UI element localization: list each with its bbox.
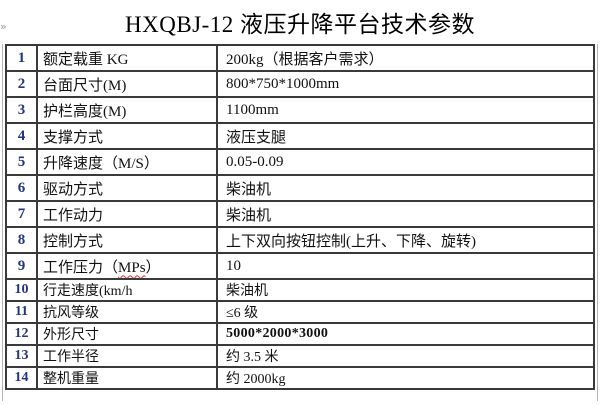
spec-name-cell: 额定载重 KG: [36, 44, 218, 72]
spec-value-cell: 柴油机: [216, 200, 595, 228]
table-row: 1 额定载重 KG 200kg（根据客户需求）: [5, 44, 595, 72]
spec-value-cell: 柴油机: [216, 174, 595, 202]
row-number-cell: 7: [5, 200, 38, 228]
row-number-cell: 13: [5, 344, 38, 368]
spec-value-cell: 约 3.5 米: [216, 344, 595, 368]
spec-name-cell: 工作半径: [36, 344, 218, 368]
spec-name-cell: 支撑方式: [36, 122, 218, 150]
table-row: 14 整机重量 约 2000kg: [5, 366, 595, 390]
row-number-cell: 3: [5, 96, 38, 124]
table-row: 9 工作压力（MPs） 10: [5, 252, 595, 280]
table-row: 7 工作动力 柴油机: [5, 200, 595, 228]
table-outer-right-line: [597, 44, 598, 401]
spec-name-cell: 控制方式: [36, 226, 218, 254]
row-number-cell: 9: [5, 252, 38, 280]
spec-table: 1 额定载重 KG 200kg（根据客户需求） 2 台面尺寸(M) 800*75…: [5, 44, 595, 390]
page-title: HXQBJ-12 液压升降平台技术参数: [124, 12, 476, 37]
spec-name-cell: 抗风等级: [36, 300, 218, 324]
row-number-cell: 1: [5, 44, 38, 72]
spec-name-cell: 升降速度（M/S）: [36, 148, 218, 176]
spec-name-cell: 驱动方式: [36, 174, 218, 202]
spec-name-cell: 工作压力（MPs）: [36, 252, 218, 280]
spec-name-cell: 整机重量: [36, 366, 218, 390]
row-number-cell: 11: [5, 300, 38, 324]
table-row: 2 台面尺寸(M) 800*750*1000mm: [5, 70, 595, 98]
table-outer-left-line: [2, 44, 3, 401]
spec-value-cell: 800*750*1000mm: [216, 70, 595, 98]
spec-name-cell: 工作动力: [36, 200, 218, 228]
table-row: 13 工作半径 约 3.5 米: [5, 344, 595, 368]
row-number-cell: 6: [5, 174, 38, 202]
spec-name-cell: 行走速度(km/h: [36, 278, 218, 302]
edge-artifact: »: [0, 20, 7, 33]
spec-value-cell: 上下双向按钮控制(上升、下降、旋转): [216, 226, 595, 254]
spec-value-cell: 1100mm: [216, 96, 595, 124]
row-number-cell: 4: [5, 122, 38, 150]
spec-value-cell: 液压支腿: [216, 122, 595, 150]
spec-value-cell: 10: [216, 252, 595, 280]
table-row: 8 控制方式 上下双向按钮控制(上升、下降、旋转): [5, 226, 595, 254]
spec-value-cell: 200kg（根据客户需求）: [216, 44, 595, 72]
row-number-cell: 8: [5, 226, 38, 254]
spec-value-cell: 约 2000kg: [216, 366, 595, 390]
table-row: 4 支撑方式 液压支腿: [5, 122, 595, 150]
spec-value-cell: 5000*2000*3000: [216, 322, 595, 346]
table-row: 11 抗风等级 ≤6 级: [5, 300, 595, 324]
spec-name-cell: 台面尺寸(M): [36, 70, 218, 98]
table-row: 6 驱动方式 柴油机: [5, 174, 595, 202]
spec-value-cell: 0.05-0.09: [216, 148, 595, 176]
table-row: 12 外形尺寸 5000*2000*3000: [5, 322, 595, 346]
table-row: 3 护栏高度(M) 1100mm: [5, 96, 595, 124]
table-row: 5 升降速度（M/S） 0.05-0.09: [5, 148, 595, 176]
misspelled-word: MPs: [118, 259, 146, 276]
row-number-cell: 14: [5, 366, 38, 390]
spec-name-cell: 外形尺寸: [36, 322, 218, 346]
spec-value-cell: 柴油机: [216, 278, 595, 302]
row-number-cell: 2: [5, 70, 38, 98]
row-number-cell: 10: [5, 278, 38, 302]
spec-value-cell: ≤6 级: [216, 300, 595, 324]
row-number-cell: 5: [5, 148, 38, 176]
table-row: 10 行走速度(km/h 柴油机: [5, 278, 595, 302]
row-number-cell: 12: [5, 322, 38, 346]
spec-name-cell: 护栏高度(M): [36, 96, 218, 124]
spec-table-body: 1 额定载重 KG 200kg（根据客户需求） 2 台面尺寸(M) 800*75…: [5, 44, 595, 390]
